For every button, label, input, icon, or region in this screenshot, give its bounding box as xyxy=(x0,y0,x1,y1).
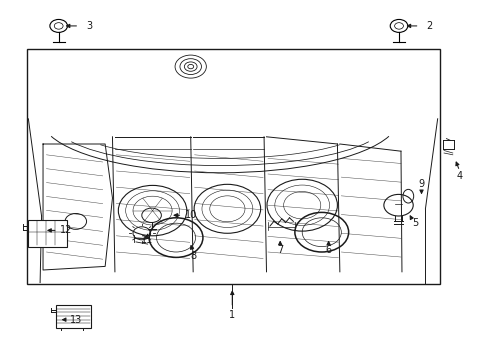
Text: 8: 8 xyxy=(190,251,196,261)
Text: 1: 1 xyxy=(229,310,235,320)
Bar xyxy=(56,305,91,328)
Bar xyxy=(28,220,67,247)
Bar xyxy=(27,49,439,284)
Text: 10: 10 xyxy=(184,210,197,220)
Text: 9: 9 xyxy=(418,179,424,189)
Text: 13: 13 xyxy=(69,315,82,325)
Text: 6: 6 xyxy=(325,245,331,255)
Text: 4: 4 xyxy=(456,171,462,181)
Text: 11: 11 xyxy=(140,235,153,246)
Text: 5: 5 xyxy=(412,218,418,228)
Text: 2: 2 xyxy=(426,21,431,31)
Text: 7: 7 xyxy=(277,245,283,255)
Text: 3: 3 xyxy=(86,21,92,31)
Text: 12: 12 xyxy=(60,225,73,235)
